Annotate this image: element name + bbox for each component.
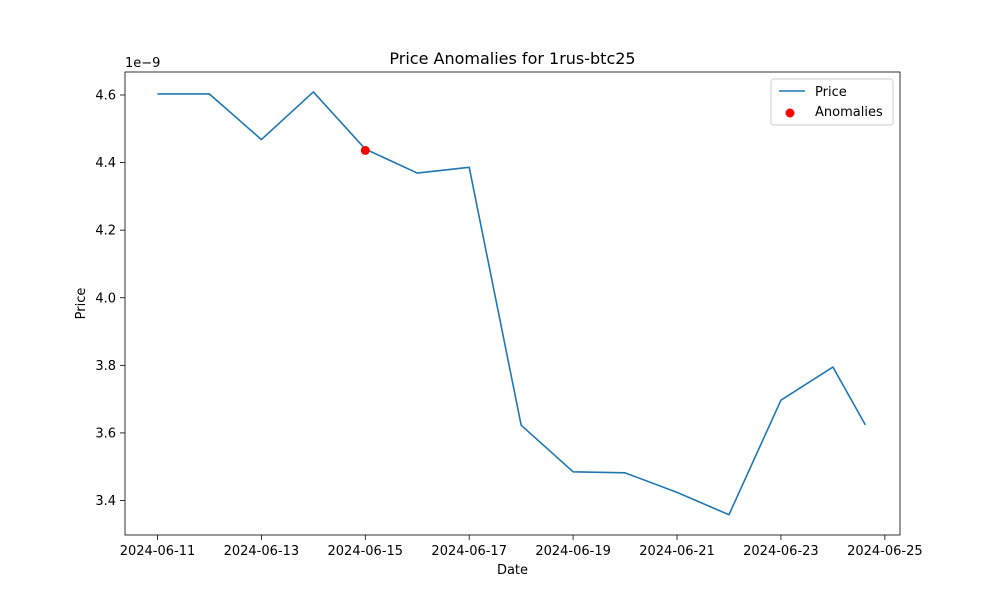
y-tick-label: 3.6 bbox=[95, 426, 116, 441]
x-tick-label: 2024-06-21 bbox=[639, 544, 715, 559]
plot-area bbox=[157, 91, 867, 516]
y-axis: 3.4 3.6 3.8 4.0 4.2 4.4 4.6 bbox=[95, 88, 125, 509]
y-axis-title: Price bbox=[74, 288, 89, 320]
legend-label: Price bbox=[815, 85, 847, 100]
x-tick-label: 2024-06-11 bbox=[120, 544, 196, 559]
y-tick-label: 4.4 bbox=[95, 156, 116, 171]
y-tick-label: 3.4 bbox=[95, 494, 116, 509]
x-tick-label: 2024-06-17 bbox=[431, 544, 507, 559]
y-tick-label: 3.8 bbox=[95, 359, 116, 374]
x-tick-label: 2024-06-25 bbox=[847, 544, 923, 559]
x-tick-label: 2024-06-23 bbox=[743, 544, 819, 559]
y-tick-label: 4.2 bbox=[95, 224, 116, 239]
axes-frame bbox=[124, 71, 901, 536]
series-line-price bbox=[157, 91, 867, 516]
anomaly-point bbox=[360, 145, 370, 155]
legend-marker-swatch bbox=[785, 108, 795, 118]
legend-label: Anomalies bbox=[815, 105, 883, 120]
y-tick-label: 4.6 bbox=[95, 88, 116, 103]
y-axis-offset-label: 1e−9 bbox=[125, 56, 160, 71]
x-axis-title: Date bbox=[497, 563, 528, 578]
y-tick-label: 4.0 bbox=[95, 291, 116, 306]
x-tick-label: 2024-06-19 bbox=[535, 544, 611, 559]
x-tick-label: 2024-06-15 bbox=[328, 544, 404, 559]
x-tick-label: 2024-06-13 bbox=[224, 544, 300, 559]
chart-title: Price Anomalies for 1rus-btc25 bbox=[389, 49, 635, 68]
x-axis: 2024-06-11 2024-06-13 2024-06-15 2024-06-17… bbox=[120, 535, 923, 559]
legend: Price Anomalies bbox=[770, 78, 894, 126]
